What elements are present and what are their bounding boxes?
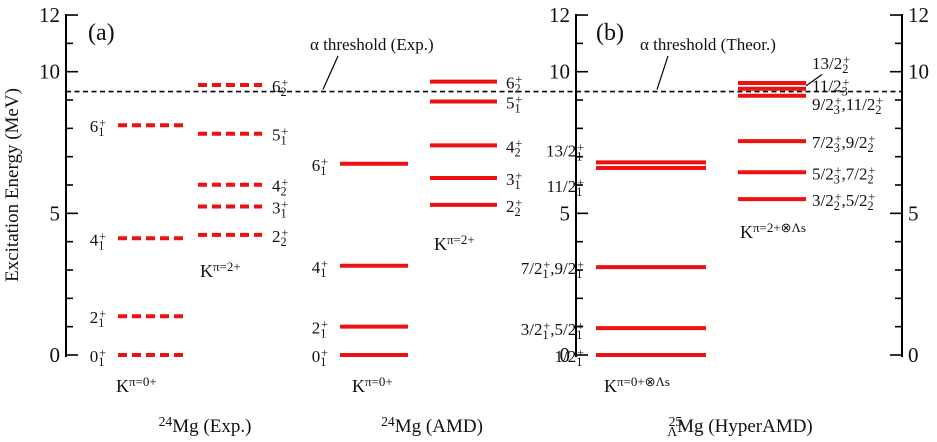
level-label: 22+ <box>272 225 288 248</box>
level-label: 51+ <box>272 124 288 147</box>
band-label: Kπ=2+ <box>434 232 475 254</box>
y-tick-label: 5 <box>908 201 919 225</box>
label-pointer <box>805 74 823 87</box>
y-tick-label: 10 <box>39 60 60 84</box>
level-label: 51+ <box>506 92 522 115</box>
level-label: 7/21+,9/21+ <box>521 258 584 281</box>
level-label: 01+ <box>312 346 328 369</box>
level-label: 31+ <box>506 169 522 192</box>
level-label: 41+ <box>90 229 106 252</box>
level-label: 21+ <box>312 317 328 340</box>
level-label: 9/23+,11/22+ <box>812 93 883 116</box>
y-tick-label: 0 <box>50 343 61 367</box>
y-tick-label: 5 <box>560 201 571 225</box>
y-tick-label: 0 <box>560 343 571 367</box>
panel-label-a: (a) <box>88 20 115 46</box>
level-label: 21+ <box>90 307 106 330</box>
band-label: Kπ=2+ <box>200 259 241 281</box>
level-label: 11/23+ <box>812 75 849 98</box>
level-label: 11/21+ <box>547 176 584 199</box>
panel-label-b: (b) <box>596 20 624 46</box>
level-label: 5/23+,7/22+ <box>812 163 875 186</box>
y-tick-label: 10 <box>549 60 570 84</box>
level-label: 42+ <box>506 136 522 159</box>
y-tick-label: 10 <box>908 60 929 84</box>
alpha-threshold-theor-label: α threshold (Theor.) <box>640 35 776 54</box>
y-tick-label: 5 <box>50 201 61 225</box>
level-label: 62+ <box>506 72 522 95</box>
band-label: Kπ=0+ <box>352 374 393 396</box>
level-label: 31+ <box>272 197 288 220</box>
column-title: 24Mg (AMD) <box>381 414 483 437</box>
level-label: 13/22+ <box>812 52 850 75</box>
y-tick-label: 12 <box>549 3 570 27</box>
level-label: 3/21+,5/21+ <box>521 319 584 342</box>
threshold-exp-pointer <box>322 55 339 90</box>
y-tick-label: 12 <box>39 3 60 27</box>
band-label: Kπ=2+⊗Λs <box>740 220 806 242</box>
level-label: 62+ <box>272 76 288 99</box>
level-label: 61+ <box>90 116 106 139</box>
level-label: 61+ <box>312 154 328 177</box>
y-axis-label: Excitation Energy (MeV) <box>2 88 23 282</box>
y-tick-label: 0 <box>908 343 919 367</box>
level-label: 01+ <box>90 346 106 369</box>
alpha-threshold-exp-label: α threshold (Exp.) <box>310 35 434 54</box>
threshold-theor-pointer <box>656 55 669 90</box>
level-label: 3/22+,5/22+ <box>812 190 875 213</box>
level-label: 42+ <box>272 175 288 198</box>
column-title: 24Mg (Exp.) <box>159 414 252 437</box>
band-label: Kπ=0+ <box>116 374 157 396</box>
level-label: 1/21+ <box>554 346 584 369</box>
level-label: 13/21+ <box>546 140 584 163</box>
band-label: Kπ=0+⊗Λs <box>604 374 670 396</box>
y-tick-label: 12 <box>908 3 929 27</box>
column-title: 25 ΛMg (HyperAMD) <box>667 414 813 439</box>
level-label: 41+ <box>312 256 328 279</box>
level-label: 7/23+,9/22+ <box>812 132 875 155</box>
level-label: 22+ <box>506 195 522 218</box>
